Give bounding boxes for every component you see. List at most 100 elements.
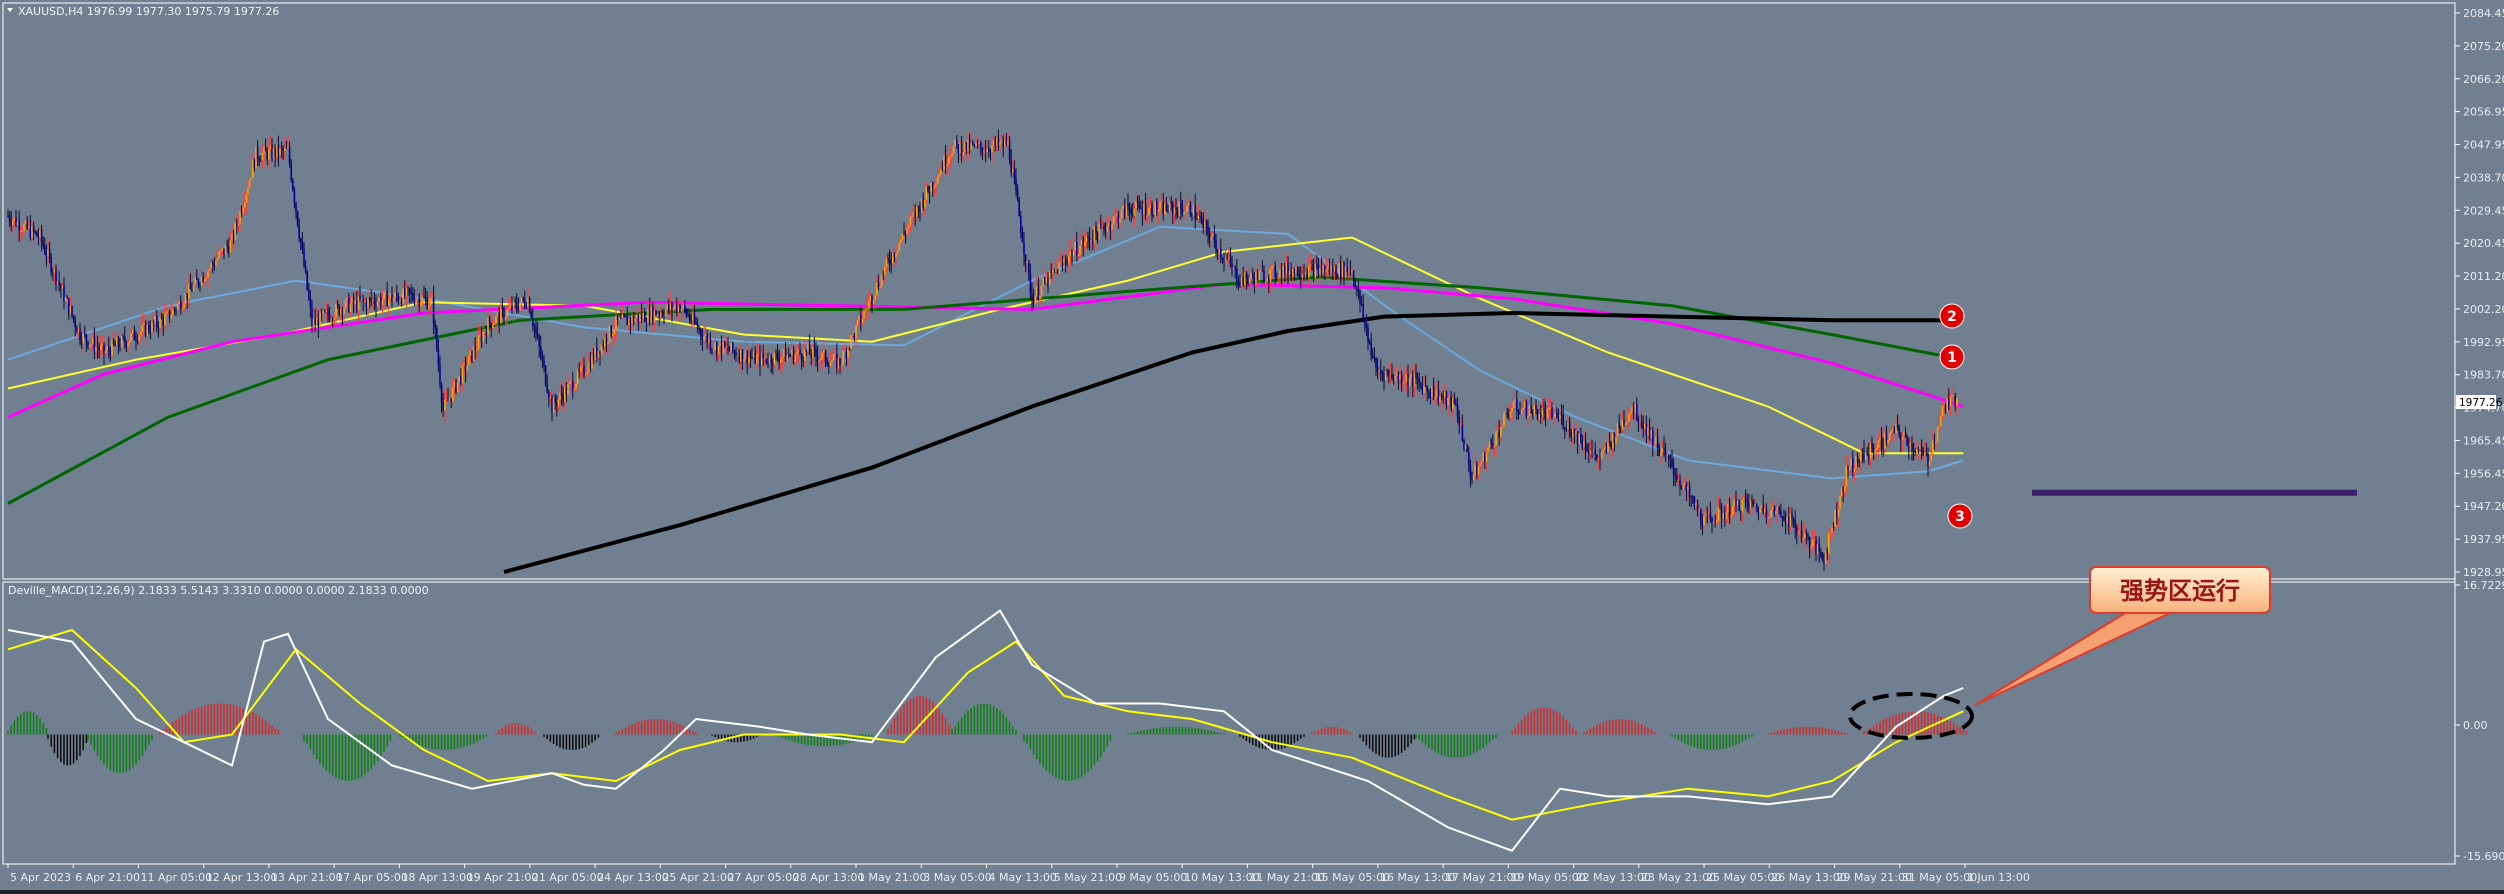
candle-body <box>69 305 72 315</box>
candle-body <box>1173 207 1176 214</box>
candle-body <box>205 277 208 279</box>
candle-body <box>874 295 876 301</box>
candle-body <box>1517 410 1520 413</box>
candle-body <box>1408 377 1411 387</box>
candle-body <box>1628 414 1630 422</box>
candle-body <box>92 337 94 344</box>
candle-body <box>746 350 748 364</box>
candle-body <box>496 312 499 316</box>
candle-body <box>1344 266 1347 278</box>
candle-body <box>808 344 811 355</box>
candle-body <box>133 329 136 340</box>
candle-body <box>1802 537 1804 540</box>
candle-body <box>1423 385 1425 393</box>
candle-body <box>1541 408 1544 418</box>
candle-body <box>1639 421 1641 424</box>
candle-body <box>1653 444 1656 446</box>
candle-body <box>1906 437 1908 446</box>
candle-body <box>1303 274 1305 276</box>
candle-body <box>1477 465 1480 475</box>
macd-header: Deville_MACD(12,26,9) 2.1833 5.5143 3.33… <box>8 584 429 597</box>
candle-body <box>1847 465 1849 471</box>
candle-body <box>1164 203 1166 215</box>
macd-signal-line <box>7 628 1964 821</box>
candle-body <box>912 211 915 216</box>
candle-body <box>605 337 608 345</box>
candle-body <box>1935 441 1937 444</box>
candle-body <box>1869 442 1872 459</box>
candle-body <box>1426 386 1428 392</box>
candle-body <box>1458 416 1460 426</box>
candle-body <box>655 310 657 316</box>
candle-body <box>588 361 590 373</box>
candle-body <box>924 200 926 208</box>
candle-body <box>352 297 355 305</box>
candle-body <box>1565 429 1568 431</box>
candle-body <box>983 151 985 153</box>
candle-body <box>1354 280 1356 289</box>
candle-body <box>989 151 992 153</box>
marker-2-label: 2 <box>1947 309 1957 325</box>
candle-body <box>824 350 827 363</box>
time-tick-label: 26 May 13:00 <box>1771 871 1846 884</box>
candle-body <box>120 336 123 348</box>
candle-body <box>48 249 51 257</box>
candle-body <box>1181 208 1184 215</box>
candle-body <box>520 297 523 304</box>
candle-body <box>127 343 129 347</box>
candle-body <box>424 297 427 299</box>
candle-body <box>26 219 28 229</box>
candle-body <box>100 345 102 351</box>
candle-body <box>536 333 539 337</box>
candle-body <box>504 316 507 320</box>
candle-body <box>1215 240 1217 250</box>
candle-body <box>10 221 12 225</box>
candle-body <box>1464 444 1467 450</box>
candle-body <box>1733 499 1736 507</box>
candle-body <box>1280 269 1283 279</box>
candle-body <box>135 339 137 341</box>
candle-body <box>1711 517 1713 524</box>
candle-body <box>1928 460 1931 466</box>
candle-body <box>1816 544 1819 554</box>
dropdown-triangle-icon[interactable] <box>7 8 13 12</box>
candle-body <box>1797 530 1800 534</box>
candle-body <box>1290 271 1292 277</box>
candle-body <box>101 343 104 346</box>
candle-body <box>1333 266 1336 272</box>
candle-body <box>247 187 249 194</box>
time-tick-label: 18 Apr 13:00 <box>401 871 473 884</box>
candle-body <box>856 319 859 326</box>
candle-body <box>1818 544 1820 552</box>
time-tick-label: 11 May 21:00 <box>1249 871 1324 884</box>
candle-body <box>528 298 531 313</box>
candle-body <box>1135 201 1137 209</box>
candle-body <box>688 315 691 320</box>
candle-body <box>1728 503 1731 518</box>
candle-body <box>1348 271 1350 273</box>
candle-body <box>1855 455 1857 468</box>
candle-body <box>285 147 288 149</box>
price-tick-label: 2066.20 <box>2463 73 2504 86</box>
candle-body <box>1872 448 1875 454</box>
candle-body <box>991 145 993 153</box>
ma-line-1 <box>7 236 1964 455</box>
candle-body <box>349 303 352 312</box>
candle-body <box>1540 413 1542 418</box>
candle-body <box>928 191 931 193</box>
candle-body <box>428 305 430 309</box>
candle-body <box>1479 463 1481 466</box>
candle-body <box>1032 299 1035 305</box>
candle-body <box>1837 509 1840 517</box>
time-tick-label: 5 Apr 2023 <box>10 871 71 884</box>
candle-body <box>1781 516 1784 518</box>
candle-body <box>122 336 124 338</box>
candle-body <box>1660 452 1662 456</box>
candle-body <box>351 297 353 304</box>
candle-body <box>1823 560 1825 564</box>
candle-body <box>1226 258 1228 260</box>
candle-body <box>509 305 512 309</box>
candle-body <box>1476 464 1478 475</box>
candle-body <box>407 287 409 289</box>
